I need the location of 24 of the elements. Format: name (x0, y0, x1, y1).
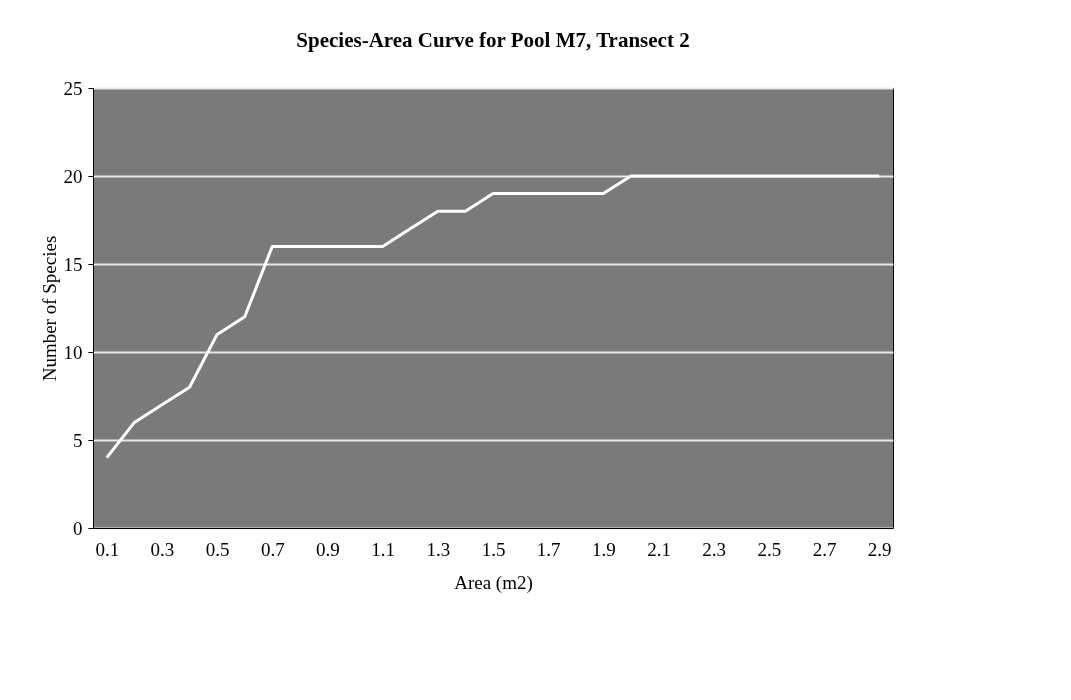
y-tick-label: 10 (63, 341, 83, 363)
y-tick-label: 5 (73, 429, 83, 451)
x-tick-label: 0.7 (260, 538, 285, 560)
x-tick-label: 2.7 (812, 538, 837, 560)
x-tick-label: 1.5 (481, 538, 506, 560)
y-tick-label: 0 (73, 517, 83, 539)
x-tick-label: 0.3 (150, 538, 175, 560)
x-tick-label: 2.9 (867, 538, 892, 560)
y-tick-label: 15 (63, 253, 83, 275)
x-tick-label: 1.3 (426, 538, 451, 560)
y-tick-label: 20 (63, 165, 83, 187)
x-tick-label: 1.9 (591, 538, 616, 560)
x-tick-label: 1.1 (371, 538, 396, 560)
x-tick-label: 1.7 (536, 538, 561, 560)
x-tick-label: 2.5 (757, 538, 782, 560)
y-axis-title: Number of Species (38, 235, 60, 382)
x-tick-label: 0.5 (205, 538, 230, 560)
y-tick-label: 25 (63, 77, 83, 99)
x-tick-label: 2.1 (647, 538, 671, 560)
chart-title: Species-Area Curve for Pool M7, Transect 2 (296, 28, 690, 52)
x-tick-label: 0.1 (95, 538, 120, 560)
x-tick-label: 0.9 (316, 538, 340, 560)
x-tick-label: 2.3 (702, 538, 727, 560)
x-axis-title: Area (m2) (454, 571, 533, 594)
